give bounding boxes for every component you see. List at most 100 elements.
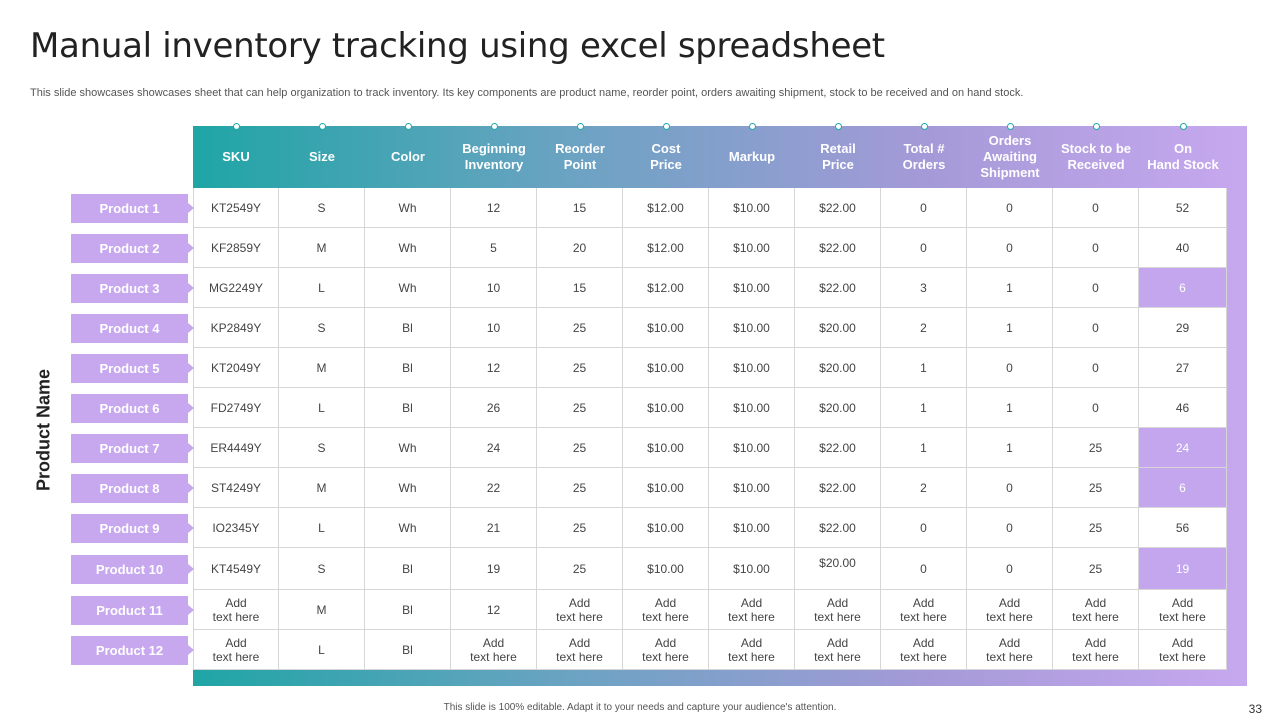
- table-cell: Add text here: [967, 590, 1053, 630]
- column-header-label: Size: [308, 149, 335, 164]
- table-cell: 0: [967, 188, 1053, 228]
- table-cell: 1: [881, 428, 967, 468]
- table-cell: $12.00: [623, 268, 709, 308]
- table-cell: $20.00: [795, 348, 881, 388]
- table-cell: Add text here: [193, 590, 279, 630]
- inventory-table: KT2549Y S Wh 12 15 $12.00 $10.00 $22.00 0 0 0 52 KF2…: [193, 188, 1227, 670]
- table-cell: Wh: [365, 508, 451, 548]
- table-cell: 25: [1053, 428, 1139, 468]
- product-label: Product 11: [71, 595, 188, 625]
- table-cell: Add text here: [795, 630, 881, 670]
- table-bottom-bar: [193, 670, 1247, 686]
- table-cell: Wh: [365, 428, 451, 468]
- product-label: Product 2: [71, 233, 188, 263]
- column-header: SKU: [193, 123, 279, 188]
- table-cell: 19: [451, 548, 537, 590]
- table-cell: 24: [1139, 428, 1227, 468]
- header-dot-icon: [577, 123, 584, 130]
- table-cell: $10.00: [709, 348, 795, 388]
- table-cell: $20.00: [795, 308, 881, 348]
- table-cell: L: [279, 630, 365, 670]
- table-cell: Add text here: [193, 630, 279, 670]
- table-cell: M: [279, 348, 365, 388]
- header-dot-icon: [749, 123, 756, 130]
- product-pointer-icon: [188, 323, 194, 333]
- table-cell: Add text here: [623, 590, 709, 630]
- table-cell: 0: [967, 468, 1053, 508]
- table-cell: MG2249Y: [193, 268, 279, 308]
- table-cell: IO2345Y: [193, 508, 279, 548]
- product-pointer-icon: [188, 283, 194, 293]
- header-dot-icon: [1093, 123, 1100, 130]
- table-cell: Bl: [365, 308, 451, 348]
- product-label: Product 4: [71, 313, 188, 343]
- product-pointer-icon: [188, 243, 194, 253]
- column-header: Stock to be Received: [1053, 123, 1139, 188]
- table-cell: Wh: [365, 188, 451, 228]
- product-pointer-icon: [188, 523, 194, 533]
- table-cell: 25: [537, 388, 623, 428]
- column-header-label: Orders Awaiting Shipment: [980, 133, 1040, 180]
- table-cell: 0: [1053, 348, 1139, 388]
- table-cell: 21: [451, 508, 537, 548]
- table-cell: 26: [451, 388, 537, 428]
- table-cell: Wh: [365, 228, 451, 268]
- table-cell: Add text here: [537, 590, 623, 630]
- table-cell: KT4549Y: [193, 548, 279, 590]
- table-header: SKU Size Color Beginning Inventory Reorder Poi…: [193, 123, 1227, 188]
- table-cell: 56: [1139, 508, 1227, 548]
- table-cell: Add text here: [881, 630, 967, 670]
- table-cell: S: [279, 548, 365, 590]
- table-cell: 25: [537, 428, 623, 468]
- table-cell: L: [279, 508, 365, 548]
- column-header-label: Total # Orders: [902, 141, 946, 172]
- table-cell: L: [279, 388, 365, 428]
- column-header-label: Retail Price: [820, 141, 856, 172]
- header-dot-icon: [1007, 123, 1014, 130]
- column-header: Orders Awaiting Shipment: [967, 123, 1053, 188]
- table-cell: 6: [1139, 468, 1227, 508]
- product-pointer-icon: [188, 203, 194, 213]
- table-cell: $10.00: [623, 548, 709, 590]
- header-dot-icon: [491, 123, 498, 130]
- table-cell: 46: [1139, 388, 1227, 428]
- column-header-label: Color: [391, 149, 425, 164]
- table-cell: Add text here: [881, 590, 967, 630]
- table-cell: Bl: [365, 590, 451, 630]
- table-cell: Add text here: [623, 630, 709, 670]
- column-header-label: On Hand Stock: [1147, 141, 1219, 172]
- table-cell: Add text here: [451, 630, 537, 670]
- table-cell: KT2549Y: [193, 188, 279, 228]
- table-cell: Add text here: [537, 630, 623, 670]
- product-name-axis-label: Product Name: [33, 368, 54, 492]
- footer-note: This slide is 100% editable. Adapt it to…: [443, 702, 837, 713]
- table-cell: Add text here: [1139, 590, 1227, 630]
- product-label: Product 8: [71, 473, 188, 503]
- table-cell: M: [279, 468, 365, 508]
- column-header: Retail Price: [795, 123, 881, 188]
- table-cell: 0: [967, 348, 1053, 388]
- table-cell: Bl: [365, 630, 451, 670]
- column-header: Color: [365, 123, 451, 188]
- table-cell: Add text here: [709, 590, 795, 630]
- table-cell: 25: [537, 548, 623, 590]
- table-cell: 25: [1053, 508, 1139, 548]
- table-cell: ST4249Y: [193, 468, 279, 508]
- table-cell: $10.00: [709, 388, 795, 428]
- product-label: Product 6: [71, 393, 188, 423]
- table-cell: ER4449Y: [193, 428, 279, 468]
- table-cell: 12: [451, 188, 537, 228]
- table-cell: 0: [881, 508, 967, 548]
- header-dot-icon: [233, 123, 240, 130]
- column-header: Markup: [709, 123, 795, 188]
- table-cell: 29: [1139, 308, 1227, 348]
- table-cell: 0: [967, 228, 1053, 268]
- column-header: Total # Orders: [881, 123, 967, 188]
- header-dot-icon: [1180, 123, 1187, 130]
- product-pointer-icon: [188, 443, 194, 453]
- product-pointer-icon: [188, 483, 194, 493]
- table-cell: 0: [967, 508, 1053, 548]
- table-cell: $10.00: [623, 348, 709, 388]
- table-cell: $10.00: [709, 308, 795, 348]
- table-cell: S: [279, 308, 365, 348]
